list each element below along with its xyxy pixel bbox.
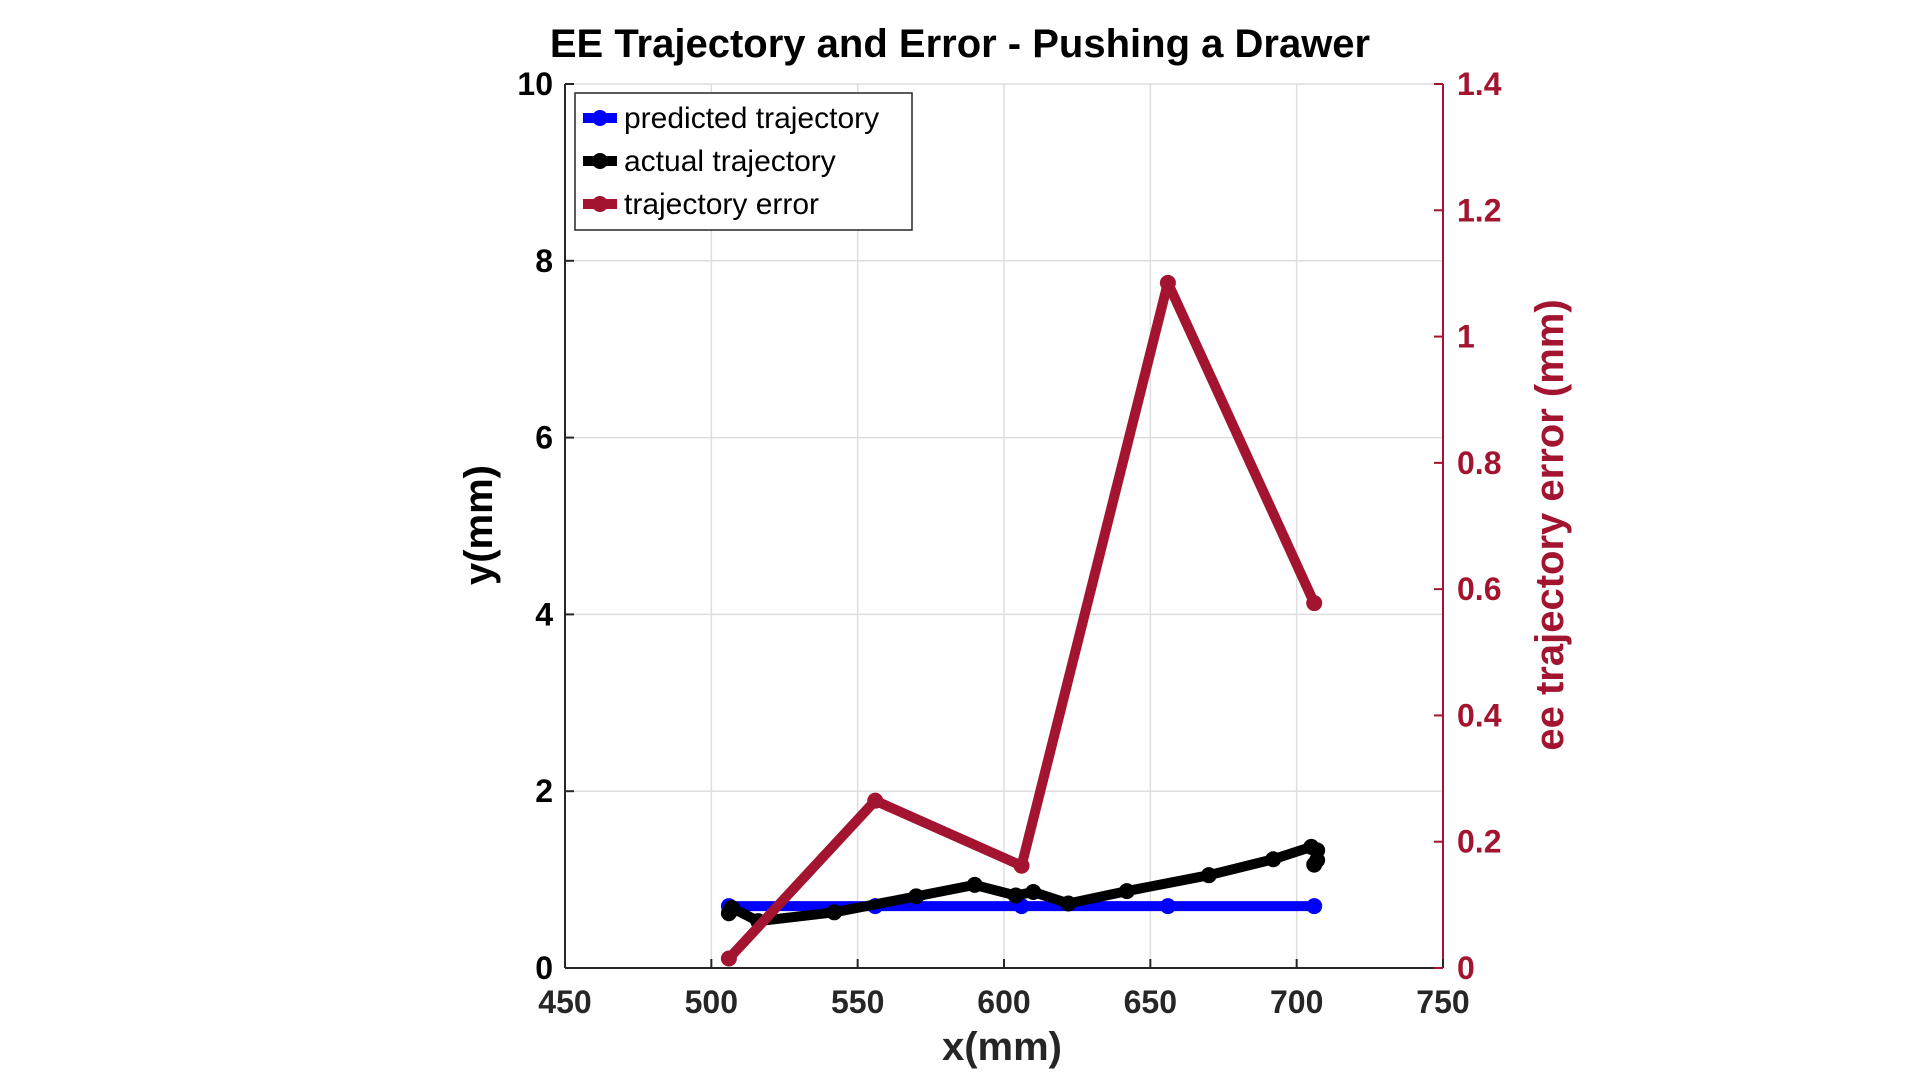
legend-marker: [592, 110, 608, 126]
data-point: [1025, 883, 1042, 900]
y2-tick-label: 1.2: [1457, 192, 1501, 228]
x-tick-label: 700: [1270, 984, 1323, 1020]
axes: 450 500 550 600 650 700 750024681000.20.40.60.…: [517, 66, 1501, 1020]
y-tick-label: 8: [535, 243, 553, 279]
legend-marker: [592, 196, 608, 212]
y2-tick-label: 0.4: [1457, 697, 1502, 733]
x-tick-label: 450: [538, 984, 591, 1020]
y2-tick-label: 0.2: [1457, 824, 1501, 860]
x-tick-label: 750: [1416, 984, 1469, 1020]
plot-series: [720, 274, 1326, 967]
data-point: [908, 888, 925, 905]
y2-tick-label: 1: [1457, 319, 1475, 355]
legend-marker: [592, 153, 608, 169]
y-axis-label: y(mm): [457, 465, 501, 585]
data-point: [1200, 867, 1217, 884]
data-point: [826, 904, 843, 921]
data-point: [1007, 887, 1024, 904]
data-point: [1306, 856, 1323, 873]
y-tick-label: 4: [535, 596, 553, 632]
x-axis-label: x(mm): [942, 1025, 1062, 1069]
legend-label: predicted trajectory: [624, 102, 879, 135]
data-point: [1265, 851, 1282, 868]
legend-label: actual trajectory: [624, 145, 836, 178]
data-point: [1159, 898, 1176, 915]
data-point: [723, 899, 740, 916]
legend-box: [574, 92, 913, 231]
data-point: [1306, 595, 1323, 612]
legend-label: trajectory error: [624, 188, 819, 221]
y2-tick-label: 0: [1457, 950, 1475, 986]
data-point: [1306, 898, 1323, 915]
data-point: [1159, 274, 1176, 291]
data-point: [966, 876, 983, 893]
y-tick-label: 2: [535, 773, 553, 809]
data-point: [1060, 895, 1077, 912]
data-point: [1013, 857, 1030, 874]
y-tick-label: 10: [517, 66, 553, 102]
grid: [564, 83, 1444, 969]
x-tick-label: 650: [1124, 984, 1177, 1020]
y2-tick-label: 1.4: [1457, 66, 1502, 102]
data-point: [867, 792, 884, 809]
x-tick-label: 550: [831, 984, 884, 1020]
y2-tick-label: 0.8: [1457, 445, 1501, 481]
chart-title: EE Trajectory and Error - Pushing a Draw…: [550, 22, 1370, 66]
y-tick-label: 6: [535, 420, 553, 456]
x-tick-label: 600: [977, 984, 1030, 1020]
y-tick-label: 0: [535, 950, 553, 986]
data-point: [1118, 883, 1135, 900]
y2-tick-label: 0.6: [1457, 571, 1501, 607]
data-point: [720, 950, 737, 967]
legend: predicted trajectory actual trajectory tra…: [574, 92, 913, 231]
y2-axis-label: ee trajectory error (mm): [1528, 299, 1572, 750]
series-line: [723, 277, 1320, 964]
x-tick-label: 500: [685, 984, 738, 1020]
